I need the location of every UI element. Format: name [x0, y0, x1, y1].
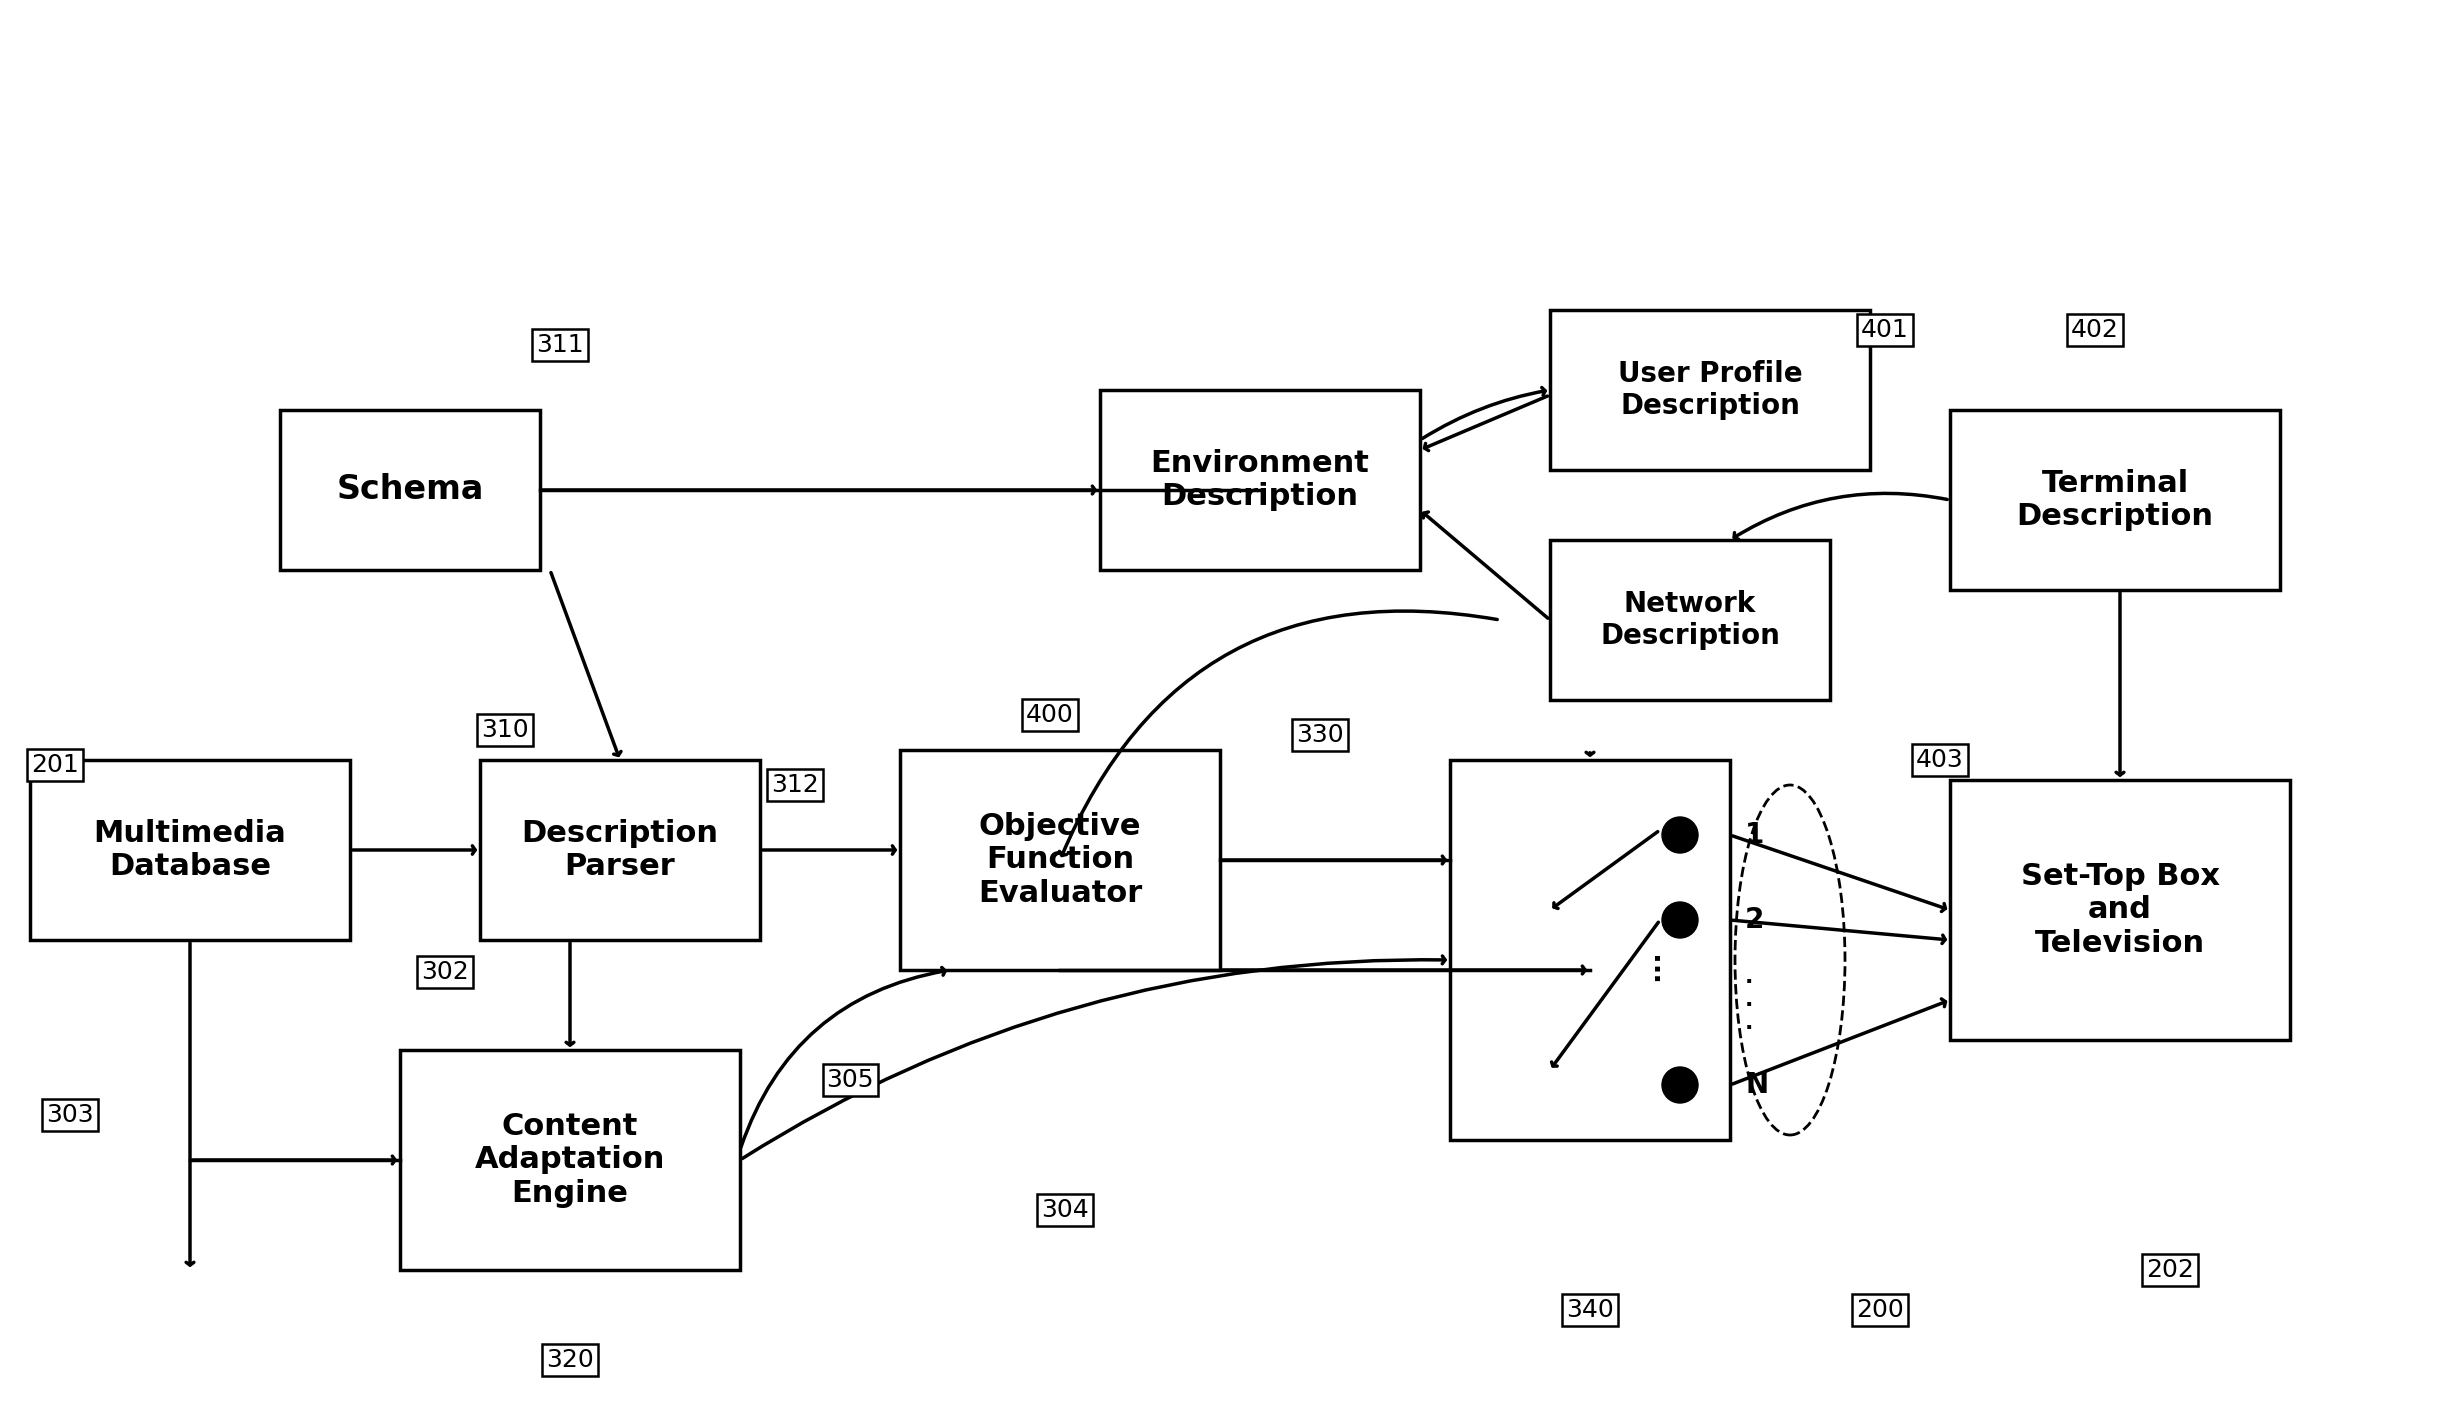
- FancyBboxPatch shape: [279, 410, 541, 569]
- FancyBboxPatch shape: [900, 750, 1221, 970]
- FancyBboxPatch shape: [399, 1049, 739, 1269]
- FancyBboxPatch shape: [480, 760, 761, 940]
- Text: Content
Adaptation
Engine: Content Adaptation Engine: [475, 1112, 666, 1208]
- Text: 403: 403: [1916, 748, 1965, 772]
- Text: 201: 201: [32, 753, 78, 777]
- Text: 310: 310: [482, 719, 529, 743]
- Text: 2: 2: [1745, 906, 1764, 934]
- Text: ·
·
·: · · ·: [1745, 971, 1754, 1038]
- Text: Environment
Description: Environment Description: [1150, 449, 1370, 511]
- Text: Description
Parser: Description Parser: [521, 819, 719, 882]
- Text: Schema: Schema: [335, 473, 485, 507]
- Text: Set-Top Box
and
Television: Set-Top Box and Television: [2021, 862, 2219, 958]
- Text: ...: ...: [1637, 949, 1664, 981]
- Text: 312: 312: [771, 772, 820, 797]
- Text: 400: 400: [1025, 703, 1074, 727]
- Text: 401: 401: [1862, 318, 1909, 342]
- Text: N: N: [1745, 1071, 1769, 1099]
- FancyBboxPatch shape: [29, 760, 350, 940]
- Text: Objective
Function
Evaluator: Objective Function Evaluator: [979, 812, 1143, 909]
- Text: 320: 320: [546, 1348, 595, 1372]
- Text: Network
Description: Network Description: [1600, 589, 1779, 650]
- Text: 304: 304: [1040, 1198, 1089, 1223]
- Text: 402: 402: [2070, 318, 2119, 342]
- Text: 302: 302: [421, 960, 470, 984]
- FancyBboxPatch shape: [1101, 391, 1419, 569]
- FancyBboxPatch shape: [1549, 540, 1830, 700]
- Text: Multimedia
Database: Multimedia Database: [93, 819, 286, 882]
- Text: 340: 340: [1566, 1298, 1615, 1322]
- Text: Terminal
Description: Terminal Description: [2016, 469, 2215, 531]
- Text: 303: 303: [46, 1103, 93, 1127]
- Text: User Profile
Description: User Profile Description: [1617, 359, 1803, 420]
- Text: 200: 200: [1857, 1298, 1904, 1322]
- Circle shape: [1662, 1066, 1698, 1103]
- Circle shape: [1662, 902, 1698, 939]
- FancyBboxPatch shape: [1549, 310, 1870, 470]
- Text: 330: 330: [1297, 723, 1343, 747]
- FancyBboxPatch shape: [1950, 780, 2290, 1039]
- Text: 311: 311: [536, 334, 585, 356]
- FancyBboxPatch shape: [1451, 760, 1730, 1140]
- Text: 305: 305: [827, 1068, 874, 1092]
- Text: 202: 202: [2146, 1258, 2195, 1282]
- Text: 1: 1: [1745, 821, 1764, 849]
- Circle shape: [1662, 816, 1698, 853]
- FancyBboxPatch shape: [1950, 410, 2281, 589]
